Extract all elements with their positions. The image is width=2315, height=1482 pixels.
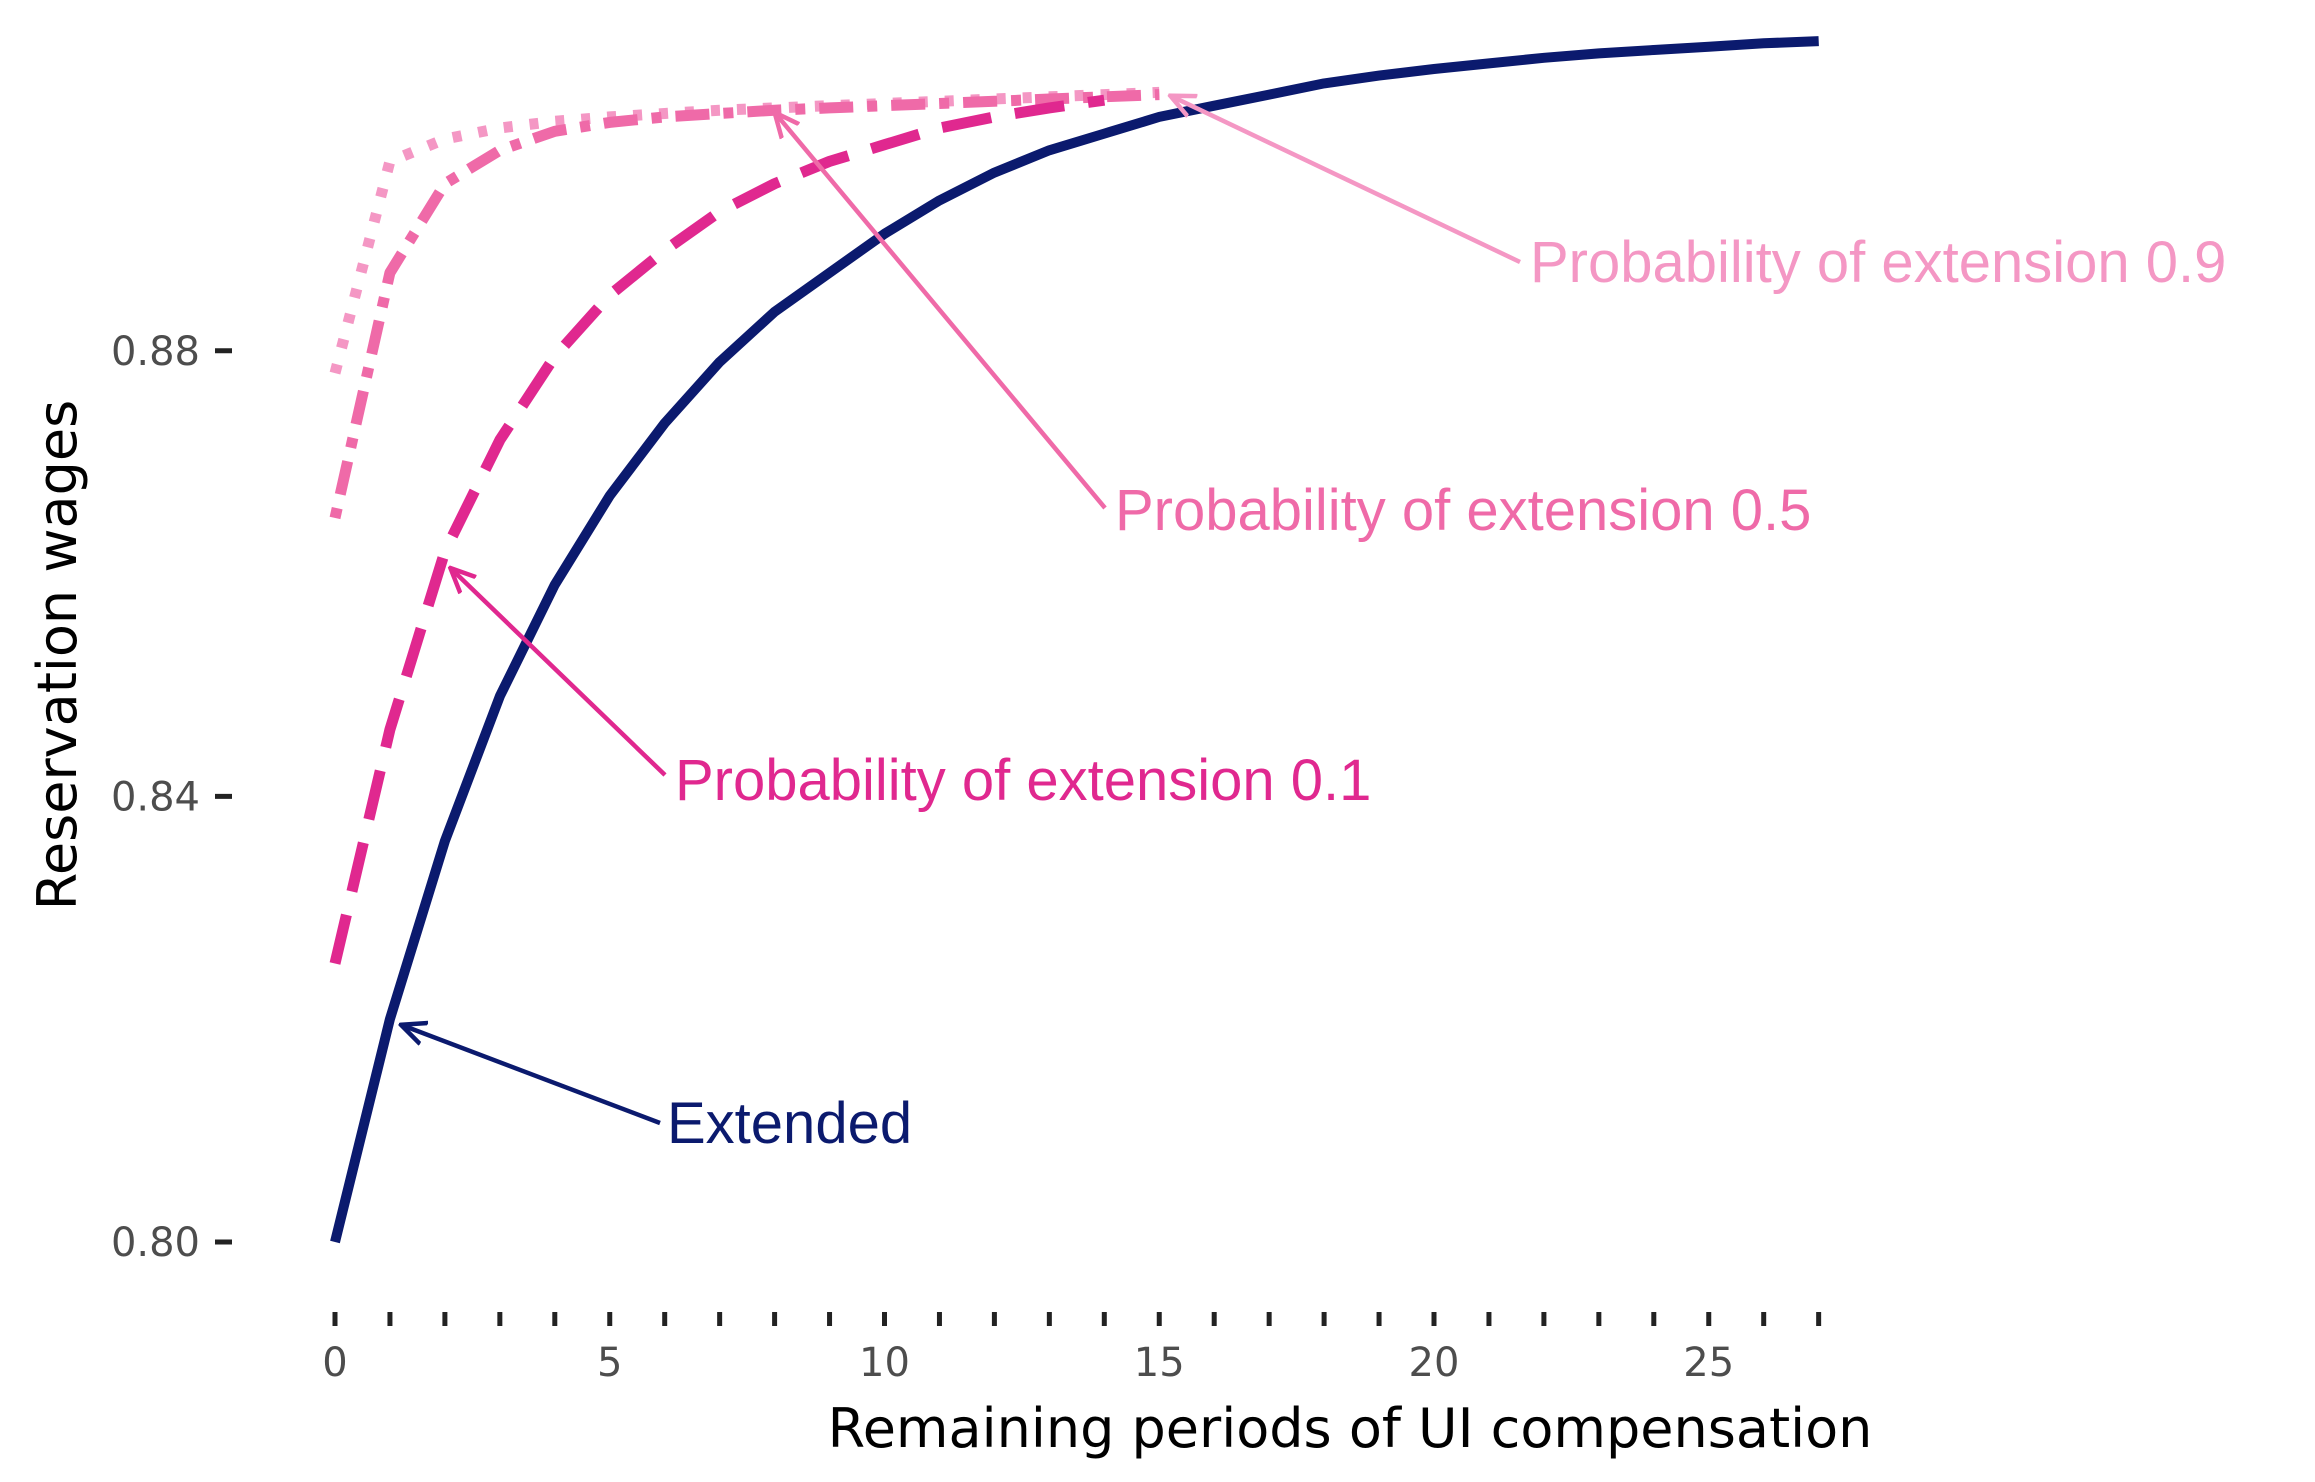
series-line-probability-of-extension-0-5 xyxy=(329,89,1160,520)
annotation-arrow-probability-of-extension-0-5 xyxy=(775,112,1107,510)
y-tick-label: 0.80 xyxy=(111,1220,200,1266)
y-axis: 0.80 0.84 0.88 xyxy=(111,329,232,1266)
annotation-label-extended: Extended xyxy=(667,1091,912,1156)
y-tick-label: 0.88 xyxy=(111,329,200,375)
x-tick-label: 15 xyxy=(1134,1340,1185,1386)
x-axis: 0 5 10 15 20 25 xyxy=(322,1312,1822,1386)
y-axis-title: Reservation wages xyxy=(26,400,89,910)
series-line-probability-of-extension-0-1 xyxy=(329,94,1106,965)
x-tick-label: 10 xyxy=(859,1340,910,1386)
annotation-arrow-extended xyxy=(401,1025,661,1126)
annotation-label-probability-of-extension-0-9: Probability of extension 0.9 xyxy=(1530,230,2226,295)
x-axis-title: Remaining periods of UI compensation xyxy=(828,1397,1873,1460)
series-line-extended xyxy=(330,36,1819,1244)
x-tick-label: 25 xyxy=(1683,1340,1734,1386)
plot-lines xyxy=(329,36,1819,1244)
annotation-arrow-probability-of-extension-0-1 xyxy=(450,568,667,777)
x-tick-label: 5 xyxy=(597,1340,622,1386)
annotation-arrow-probability-of-extension-0-9 xyxy=(1170,96,1521,265)
annotations: Extended Probability of extension 0.1 Prob… xyxy=(401,96,2226,1156)
y-tick-label: 0.84 xyxy=(111,774,200,820)
x-tick-label: 0 xyxy=(322,1340,347,1386)
x-tick-label: 20 xyxy=(1409,1340,1460,1386)
annotation-label-probability-of-extension-0-1: Probability of extension 0.1 xyxy=(675,748,1371,813)
annotation-label-probability-of-extension-0-5: Probability of extension 0.5 xyxy=(1115,478,1811,543)
